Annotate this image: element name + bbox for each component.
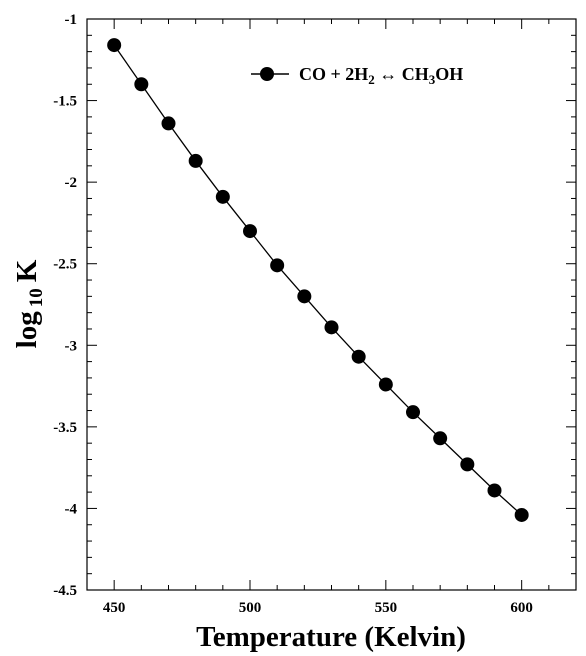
data-markers (107, 38, 529, 522)
data-point (324, 320, 339, 335)
legend-text-part: OH (435, 64, 463, 84)
data-point (433, 431, 448, 446)
y-tick-label: -3 (65, 338, 78, 354)
data-point (487, 483, 502, 498)
series-line-group (113, 44, 523, 516)
y-tick-label: -1.5 (53, 94, 77, 110)
x-tick-label: 550 (375, 600, 398, 616)
x-tick-label: 600 (510, 600, 533, 616)
legend-marker (260, 67, 274, 81)
y-axis-title-subscript: 10 (26, 288, 47, 307)
legend: CO + 2H2 ↔ CH3OH (251, 64, 463, 87)
y-tick-label: -2.5 (53, 257, 77, 273)
data-point (460, 457, 475, 472)
data-point (297, 289, 312, 304)
plot-frame (86, 18, 577, 591)
data-point (134, 77, 149, 92)
legend-subscript: 3 (429, 72, 436, 87)
data-point (270, 258, 285, 273)
y-tick-label: -1 (65, 12, 78, 28)
data-point (161, 116, 176, 131)
data-point (107, 38, 122, 53)
data-point (351, 349, 366, 364)
y-axis-title-main: log (11, 311, 43, 349)
y-tick-label: -4 (65, 501, 78, 517)
data-point (215, 189, 230, 204)
data-point (406, 405, 420, 420)
legend-text-part: CO + 2H (299, 64, 368, 84)
tick-labels: 450 500 550 600 -1 -1.5 -2 -2.5 -3 -3.5 -4 -4.5 (53, 12, 533, 616)
data-point (514, 507, 529, 522)
x-tick-label: 450 (103, 600, 126, 616)
axis-ticks (86, 18, 577, 591)
y-tick-label: -4.5 (53, 583, 77, 599)
x-axis-title: Temperature (Kelvin) (196, 621, 466, 653)
series-line (113, 44, 523, 516)
legend-text-part: ↔ CH (375, 64, 429, 84)
x-tick-label: 500 (239, 600, 262, 616)
y-axis-title-suffix: K (11, 259, 43, 282)
data-point (188, 153, 203, 168)
y-axis-title: log 10 K (11, 259, 47, 348)
data-point (378, 377, 393, 392)
legend-label: CO + 2H2 ↔ CH3OH (299, 64, 463, 87)
data-point (243, 224, 257, 239)
legend-subscript: 2 (368, 72, 375, 87)
y-tick-label: -2 (65, 175, 78, 191)
y-tick-label: -3.5 (53, 420, 77, 436)
